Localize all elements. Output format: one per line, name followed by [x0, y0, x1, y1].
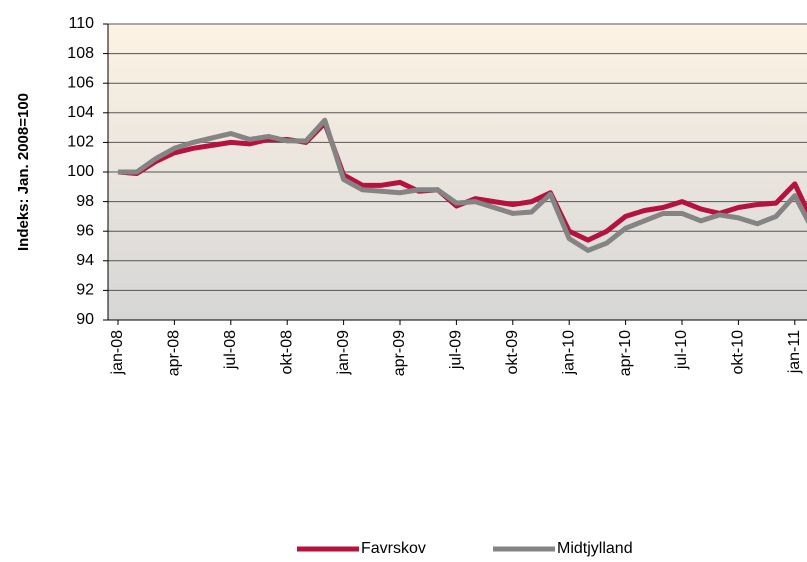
y-tick-label: 96 — [76, 222, 94, 239]
y-tick-label: 90 — [76, 311, 94, 328]
x-tick-label: jan-08 — [109, 330, 126, 376]
legend-label: Favrskov — [361, 540, 426, 557]
y-tick-label: 108 — [67, 45, 94, 62]
x-tick-label: jan-10 — [560, 330, 577, 376]
series-line — [118, 117, 807, 253]
y-tick-label: 100 — [67, 163, 94, 180]
x-tick-label: okt-10 — [730, 330, 747, 375]
y-tick-label: 106 — [67, 74, 94, 91]
y-tick-label: 94 — [76, 252, 94, 269]
legend-label: Midtjylland — [557, 540, 633, 557]
y-tick-label: 102 — [67, 134, 94, 151]
x-tick-label: okt-09 — [504, 330, 521, 375]
y-tick-label: 104 — [67, 104, 94, 121]
x-tick-label: jul-08 — [222, 330, 239, 370]
y-tick-label: 92 — [76, 282, 94, 299]
x-tick-label: jul-09 — [448, 330, 465, 370]
y-axis-label: Indeks: Jan. 2008=100 — [15, 93, 32, 251]
x-tick-label: apr-09 — [391, 330, 408, 376]
x-tick-label: apr-10 — [617, 330, 634, 376]
x-tick-label: jul-10 — [673, 330, 690, 370]
x-tick-label: jan-11 — [786, 330, 803, 374]
y-tick-label: 98 — [76, 193, 94, 210]
x-tick-label: apr-08 — [166, 330, 183, 376]
x-tick-label: okt-08 — [278, 330, 295, 375]
y-tick-label: 110 — [68, 15, 94, 32]
x-tick-label: jan-09 — [335, 330, 352, 376]
